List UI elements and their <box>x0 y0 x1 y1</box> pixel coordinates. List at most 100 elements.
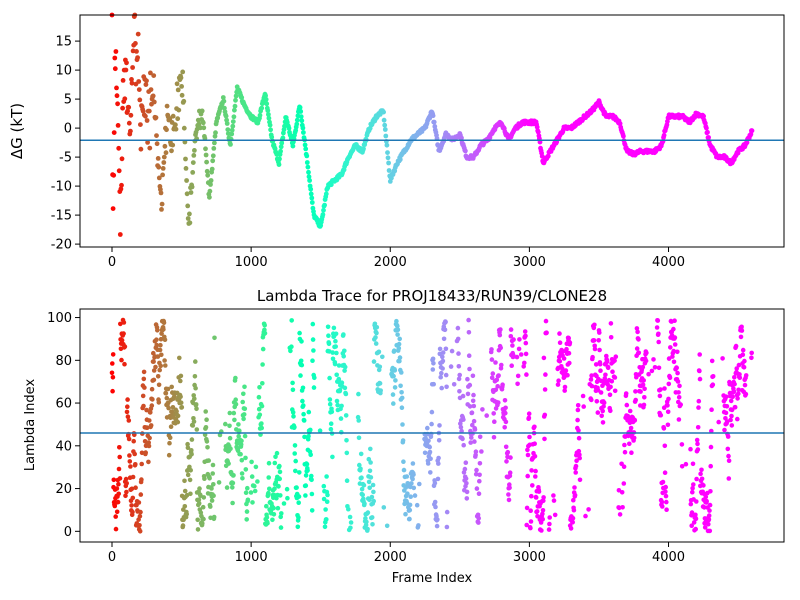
delta-g-point <box>184 191 190 197</box>
lambda-point <box>444 509 450 515</box>
lambda-point <box>533 495 539 500</box>
lambda-point <box>329 409 335 415</box>
lambda-point <box>146 440 151 445</box>
lambda-point <box>489 375 495 381</box>
lambda-point <box>440 358 446 364</box>
lambda-point <box>612 375 618 380</box>
lambda-point <box>641 378 646 383</box>
lambda-point <box>278 514 284 520</box>
lambda-point <box>610 369 615 375</box>
lambda-point <box>311 385 317 390</box>
lambda-point <box>197 486 202 491</box>
lambda-point <box>359 486 365 492</box>
lambda-point <box>322 524 328 530</box>
lambda-point <box>266 490 271 496</box>
lambda-point <box>732 381 737 387</box>
lambda-point <box>476 516 482 521</box>
lambda-point <box>158 336 164 342</box>
lambda-point <box>428 470 433 475</box>
lambda-point <box>210 462 216 468</box>
delta-g-point <box>115 101 120 107</box>
lambda-point <box>464 496 470 501</box>
delta-g-point <box>155 156 161 161</box>
lambda-point <box>658 412 664 418</box>
lambda-point <box>303 483 309 488</box>
lambda-point <box>190 423 196 428</box>
lambda-point <box>339 429 344 435</box>
lambda-point <box>591 338 597 343</box>
lambda-point <box>334 350 339 356</box>
delta-g-point <box>136 79 142 84</box>
lambda-point <box>430 367 436 372</box>
lambda-point <box>242 433 248 439</box>
lambda-point <box>264 503 269 509</box>
lambda-point <box>343 413 349 418</box>
lambda-point <box>627 441 632 447</box>
delta-g-point <box>185 216 191 221</box>
lambda-point <box>431 381 437 387</box>
lambda-point <box>227 423 232 429</box>
lambda-point <box>541 355 547 361</box>
lambda-point <box>437 423 442 428</box>
lambda-point <box>407 507 413 513</box>
delta-g-point <box>164 103 170 109</box>
lambda-point <box>566 350 572 356</box>
delta-g-point <box>397 157 403 162</box>
lambda-point <box>601 404 606 409</box>
lambda-point <box>370 482 376 488</box>
delta-g-point <box>113 49 119 54</box>
lambda-point <box>436 461 441 466</box>
delta-g-y-tick-label: -5 <box>59 151 72 166</box>
delta-g-point <box>178 75 184 81</box>
delta-g-point <box>382 122 388 128</box>
lambda-point <box>164 395 170 401</box>
lambda-point <box>147 435 152 441</box>
lambda-point <box>567 340 573 345</box>
delta-g-point <box>207 188 213 194</box>
delta-g-point <box>266 112 271 117</box>
lambda-y-label: Lambda Index <box>23 379 38 472</box>
lambda-point <box>146 459 151 465</box>
lambda-point <box>371 489 376 495</box>
lambda-point <box>571 507 577 513</box>
delta-g-point <box>156 175 162 181</box>
lambda-point <box>467 382 473 388</box>
lambda-point <box>296 494 302 499</box>
lambda-point <box>460 436 465 442</box>
lambda-point <box>189 437 195 442</box>
lambda-point <box>244 517 249 522</box>
lambda-point <box>121 320 127 325</box>
lambda-point <box>292 424 297 430</box>
delta-g-point <box>223 113 229 119</box>
lambda-point <box>716 419 721 425</box>
lambda-point <box>471 403 477 409</box>
lambda-point <box>456 364 462 369</box>
delta-g-x-tick-label: 2000 <box>374 255 407 270</box>
delta-g-y-tick-label: -15 <box>51 209 72 224</box>
delta-g-point <box>323 191 329 197</box>
lambda-point <box>146 443 152 449</box>
lambda-point <box>503 419 509 425</box>
lambda-point <box>255 479 260 484</box>
lambda-point <box>240 399 245 405</box>
lambda-point <box>400 438 406 443</box>
delta-g-point <box>154 141 160 147</box>
lambda-point <box>651 357 656 362</box>
delta-g-point <box>225 127 231 132</box>
lambda-point <box>330 356 336 362</box>
delta-g-point <box>278 148 283 154</box>
lambda-point <box>163 390 169 396</box>
lambda-point <box>238 442 244 447</box>
delta-g-point <box>158 190 164 196</box>
delta-g-point <box>189 184 195 190</box>
lambda-point <box>241 416 246 422</box>
lambda-point <box>125 397 130 402</box>
lambda-point <box>597 361 603 367</box>
lambda-point <box>706 517 712 522</box>
lambda-point <box>658 387 663 392</box>
delta-g-point <box>188 190 194 195</box>
lambda-point <box>398 383 403 389</box>
lambda-point <box>150 397 155 402</box>
delta-g-point <box>305 164 311 170</box>
lambda-point <box>667 375 673 381</box>
